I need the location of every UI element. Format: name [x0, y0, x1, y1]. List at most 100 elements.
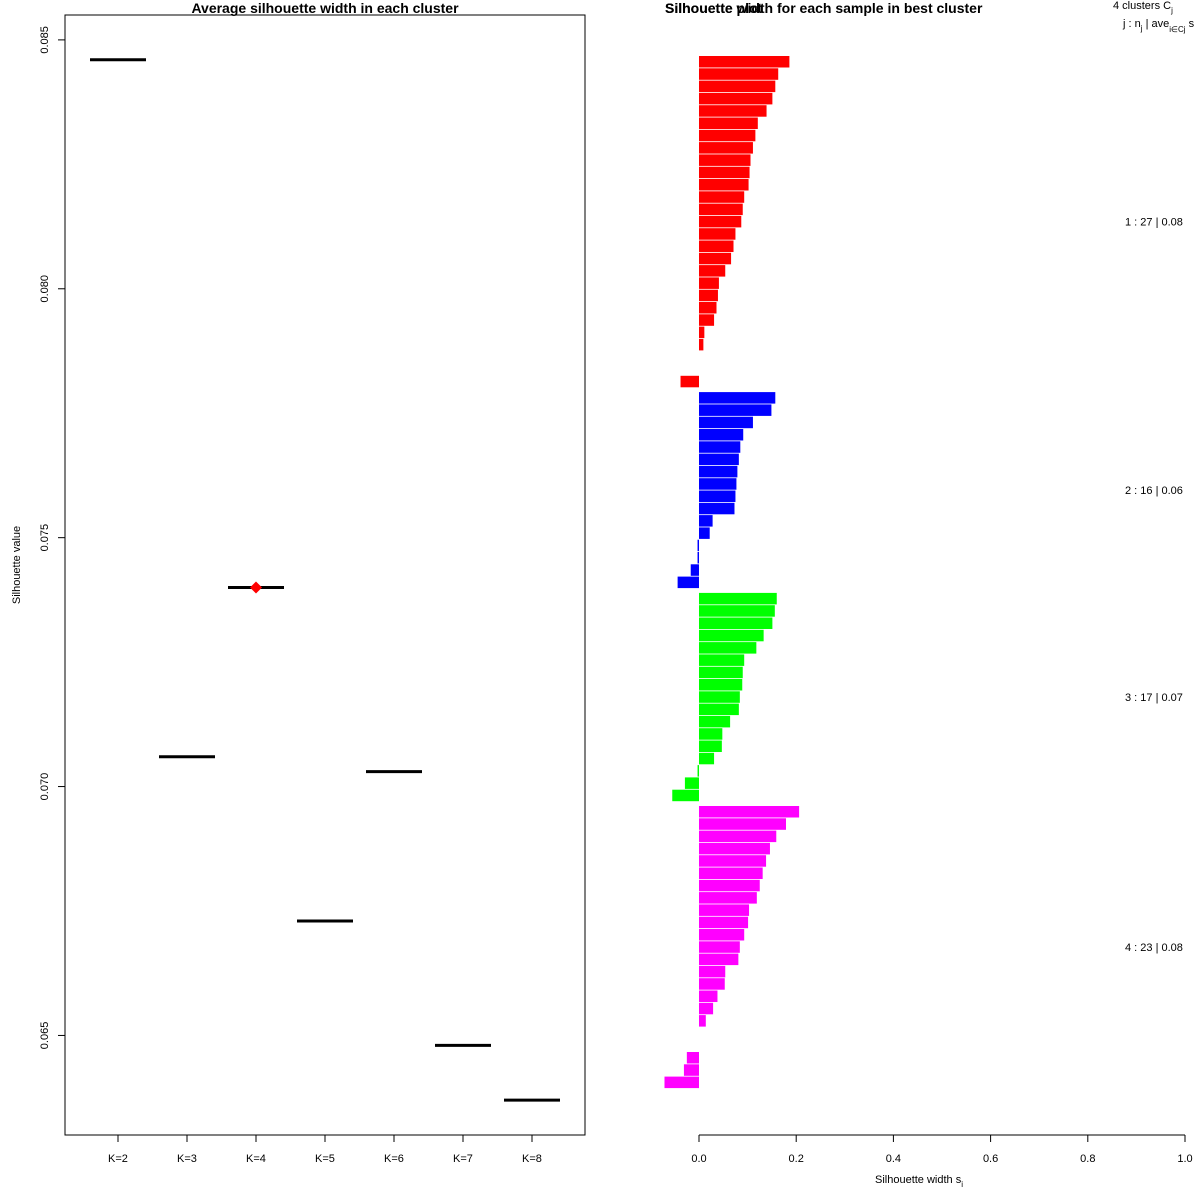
silhouette-bar-cluster-3: [699, 752, 715, 765]
silhouette-bar-cluster-3: [699, 740, 722, 752]
cluster-label-2: 2 : 16 | 0.06: [1125, 485, 1183, 497]
right-bars: [664, 56, 800, 1089]
legend-header-line2-end: s: [1186, 18, 1195, 30]
silhouette-bar-cluster-1: [699, 203, 743, 216]
left-x-tick-label: K=8: [522, 1153, 542, 1165]
left-y-tick-label: 0.080: [39, 275, 51, 303]
silhouette-bar-cluster-3: [699, 728, 723, 740]
right-x-tick-label: 0.6: [983, 1153, 998, 1165]
silhouette-bar-cluster-2: [697, 539, 699, 552]
silhouette-bar-cluster-3: [699, 605, 775, 617]
silhouette-bar-cluster-2: [699, 465, 738, 478]
silhouette-bar-cluster-4: [699, 1002, 714, 1015]
legend-header-line2-mid: | ave: [1143, 18, 1170, 30]
legend-header-line1-sub: j: [1170, 6, 1173, 15]
legend-header-line2: j : nj | avei∈Cj s: [1122, 18, 1195, 34]
silhouette-bar-cluster-2: [699, 478, 737, 490]
silhouette-bar-cluster-4: [699, 855, 767, 867]
silhouette-bar-cluster-2: [699, 527, 710, 539]
right-chart-overlap-title: Silhouette plot: [665, 0, 763, 16]
silhouette-bar-cluster-1: [699, 252, 732, 265]
silhouette-bar-cluster-4: [699, 830, 777, 843]
left-x-tick-label: K=6: [384, 1153, 404, 1165]
legend-header: 4 clusters Cj j : nj | avei∈Cj s: [1113, 0, 1195, 34]
silhouette-bar-cluster-1: [699, 240, 734, 252]
silhouette-bar-cluster-1: [699, 80, 776, 93]
silhouette-bar-cluster-1: [680, 375, 699, 388]
left-y-axis-label: Silhouette value: [11, 526, 23, 604]
legend-header-line2-sub: j: [1140, 24, 1143, 33]
left-x-axis: K=2 K=3 K=4 K=5 K=6 K=7 K=8: [108, 1134, 542, 1165]
silhouette-bar-cluster-4: [699, 965, 726, 978]
silhouette-bar-cluster-1: [699, 92, 773, 105]
legend-header-line2-text: j : n: [1122, 18, 1141, 30]
right-x-tick-label: 0.4: [886, 1153, 901, 1165]
silhouette-bar-cluster-2: [699, 416, 753, 429]
silhouette-bar-cluster-4: [699, 1015, 706, 1027]
silhouette-bar-cluster-4: [699, 867, 763, 879]
silhouette-bar-cluster-4: [699, 990, 718, 1002]
silhouette-bar-cluster-4: [699, 818, 786, 830]
left-chart-title: Average silhouette width in each cluster: [191, 0, 459, 16]
silhouette-bar-cluster-2: [699, 502, 735, 515]
silhouette-bar-cluster-3: [699, 617, 773, 629]
left-marks: [90, 58, 560, 1102]
silhouette-bar-cluster-4: [699, 978, 725, 990]
cluster-label-4: 4 : 23 | 0.08: [1125, 942, 1183, 954]
silhouette-bar-cluster-1: [699, 191, 745, 203]
silhouette-bar-cluster-2: [697, 552, 699, 564]
cluster-label-1: 1 : 27 | 0.08: [1125, 217, 1183, 229]
left-y-tick-label: 0.065: [39, 1022, 51, 1050]
silhouette-bar-cluster-4: [683, 1064, 699, 1076]
silhouette-bar-cluster-1: [699, 166, 750, 179]
silhouette-bar-cluster-4: [699, 941, 740, 953]
silhouette-bar-cluster-1: [699, 142, 753, 154]
left-plot-frame: [64, 14, 586, 1136]
right-x-axis-label-sub: i: [961, 1180, 963, 1189]
silhouette-bar-cluster-1: [699, 277, 719, 289]
silhouette-bar-cluster-2: [699, 453, 739, 466]
silhouette-bar-cluster-3: [699, 629, 764, 642]
silhouette-bar-cluster-1: [699, 129, 756, 142]
right-chart-title: Silhouette width for each sample in best…: [665, 0, 983, 16]
silhouette-bar-cluster-1: [699, 154, 751, 166]
silhouette-bar-cluster-3: [699, 642, 757, 654]
silhouette-bar-cluster-4: [686, 1052, 699, 1064]
right-panel: Silhouette plot Silhouette width for eac…: [664, 0, 1195, 1189]
right-x-axis-label: Silhouette width si: [875, 1174, 963, 1189]
silhouette-bar-cluster-2: [699, 429, 744, 441]
left-x-tick-label: K=4: [246, 1153, 266, 1165]
legend-header-line1-text: 4 clusters C: [1113, 0, 1171, 12]
left-panel: Average silhouette width in each cluster…: [11, 0, 586, 1165]
silhouette-bar-cluster-1: [699, 289, 718, 302]
right-x-tick-label: 0.8: [1080, 1153, 1095, 1165]
left-y-axis: 0.065 0.070 0.075 0.080 0.085: [39, 26, 66, 1050]
right-x-tick-label: 0.2: [789, 1153, 804, 1165]
silhouette-bar-cluster-4: [699, 904, 750, 916]
silhouette-bar-cluster-4: [699, 929, 745, 941]
silhouette-bar-cluster-3: [697, 765, 699, 777]
silhouette-bar-cluster-4: [699, 806, 800, 818]
silhouette-bar-cluster-4: [664, 1076, 699, 1089]
silhouette-bar-cluster-1: [699, 56, 790, 68]
legend-header-line2-sub2: i∈Cj: [1169, 25, 1186, 34]
silhouette-bar-cluster-3: [699, 715, 731, 728]
silhouette-bar-cluster-1: [699, 215, 742, 228]
silhouette-bar-cluster-3: [699, 691, 740, 703]
left-x-tick-label: K=2: [108, 1153, 128, 1165]
silhouette-bar-cluster-2: [699, 404, 772, 416]
silhouette-bar-cluster-1: [699, 265, 726, 277]
left-y-tick-label: 0.075: [39, 524, 51, 552]
silhouette-bar-cluster-4: [699, 879, 760, 892]
silhouette-bar-cluster-3: [699, 679, 743, 691]
silhouette-bar-cluster-1: [699, 228, 736, 240]
right-x-tick-label: 0.0: [691, 1153, 706, 1165]
silhouette-bar-cluster-1: [699, 179, 749, 191]
left-x-tick-label: K=7: [453, 1153, 473, 1165]
best-k-marker: [250, 581, 262, 594]
silhouette-bar-cluster-2: [677, 576, 699, 589]
silhouette-bar-cluster-1: [699, 338, 704, 351]
silhouette-bar-cluster-3: [699, 703, 739, 716]
cluster-labels: 1 : 27 | 0.08 2 : 16 | 0.06 3 : 17 | 0.07 4…: [1125, 217, 1183, 954]
silhouette-bar-cluster-2: [699, 490, 736, 502]
